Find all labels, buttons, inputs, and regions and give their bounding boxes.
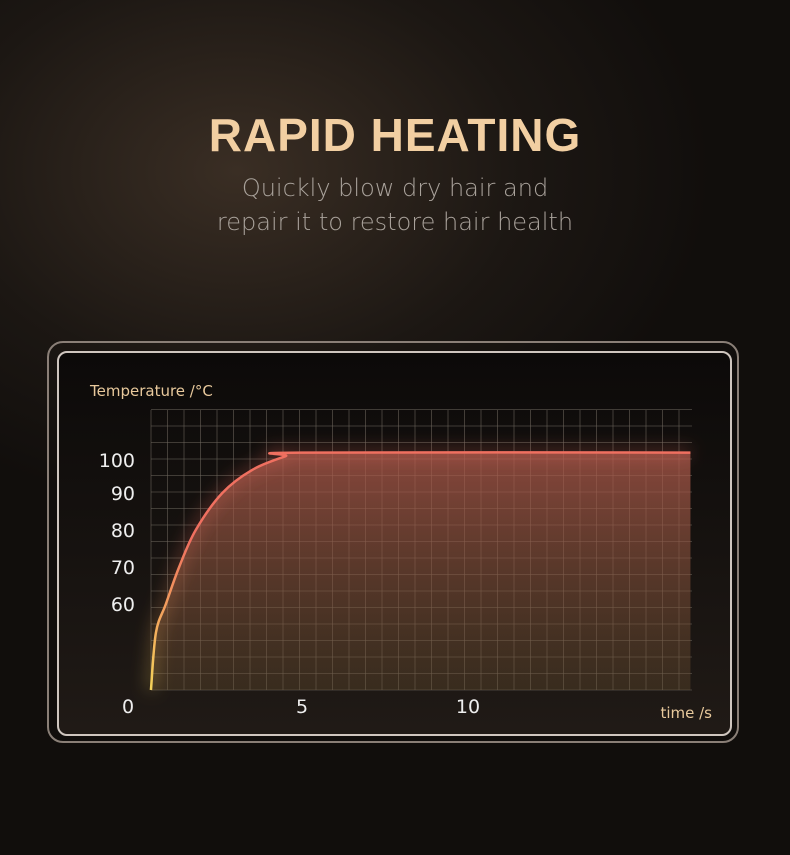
temperature-curve [149,451,691,691]
area-fill [150,452,691,690]
y-tick-label: 70 [111,557,135,579]
subtitle-line-1: Quickly blow dry hair and [241,174,549,202]
page-title: RAPID HEATING [208,109,582,161]
origin-tick-label: 0 [122,696,134,718]
y-tick-label: 60 [111,594,135,616]
subtitle-line-2: repair it to restore hair health [216,208,574,236]
y-tick-label: 100 [99,450,135,472]
x-tick-label: 5 [296,696,308,718]
y-axis-label: Temperature /°C [89,382,213,400]
y-tick-label: 80 [111,520,135,542]
x-tick-label: 10 [456,696,480,718]
chart-frame-outer [47,341,739,743]
x-axis-label: time /s [660,704,712,722]
y-tick-label: 90 [111,483,135,505]
